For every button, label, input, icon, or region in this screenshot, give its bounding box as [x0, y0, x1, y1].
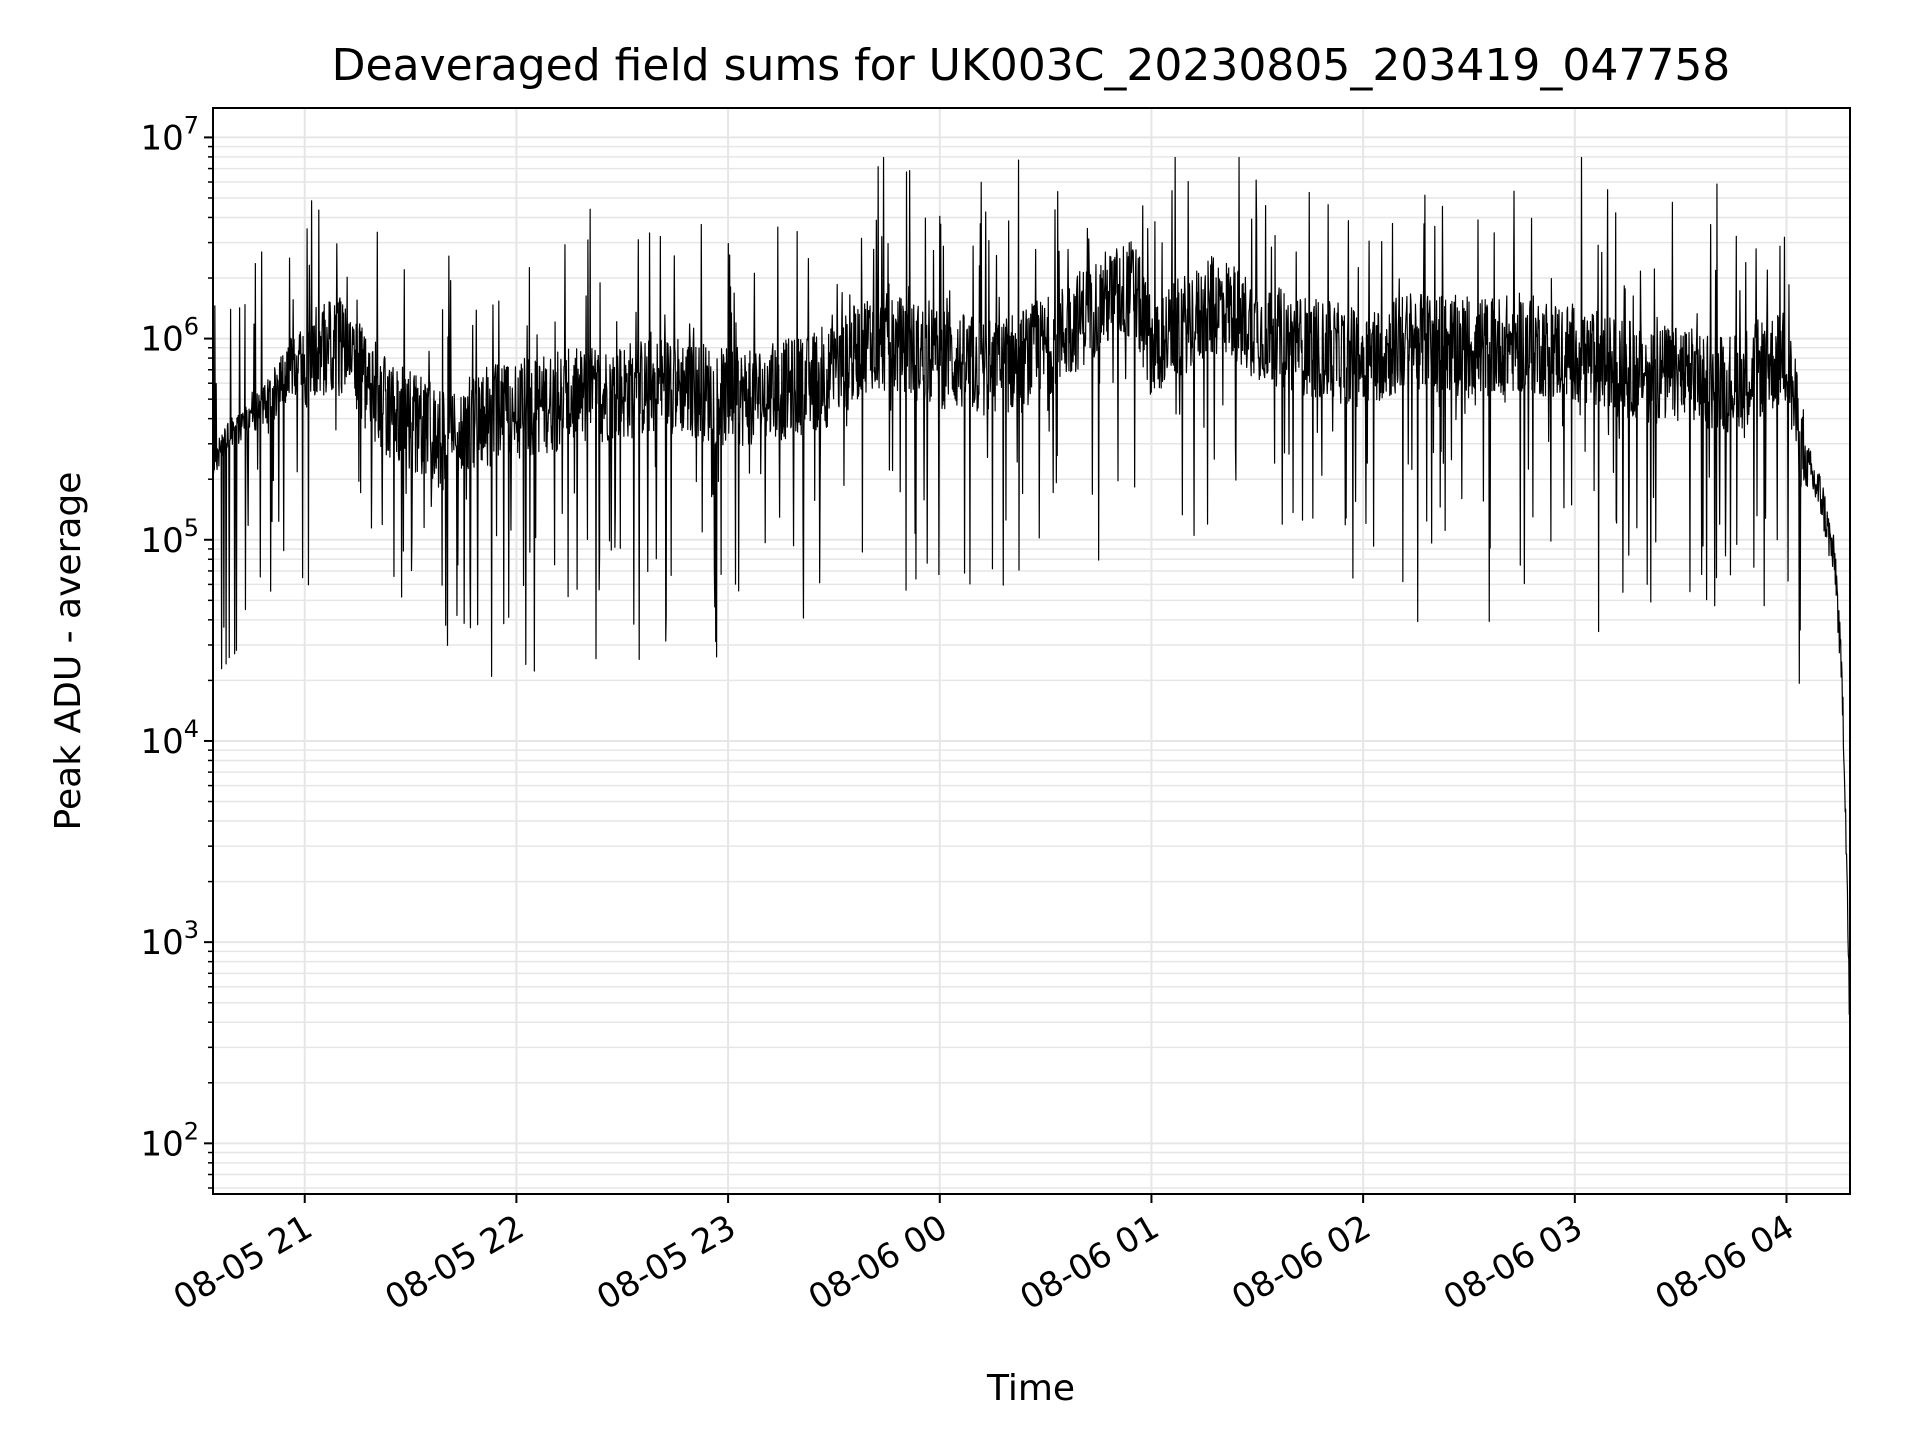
y-axis-ticks: 102 103 104 105 106 107: [140, 111, 213, 1189]
x-axis-label: Time: [986, 1368, 1075, 1409]
y-tick-label: 105: [140, 514, 199, 561]
chart-title: Deaveraged field sums for UK003C_2023080…: [332, 40, 1731, 91]
y-tick-label: 107: [140, 111, 199, 158]
y-tick-label: 103: [140, 916, 199, 963]
y-axis-label: Peak ADU - average: [48, 472, 89, 831]
series-line: [212, 156, 1850, 1015]
plot-frame: [212, 107, 1851, 1195]
y-tick-label: 102: [140, 1117, 199, 1164]
y-tick-label: 106: [140, 313, 199, 360]
y-tick-label: 104: [140, 715, 199, 762]
